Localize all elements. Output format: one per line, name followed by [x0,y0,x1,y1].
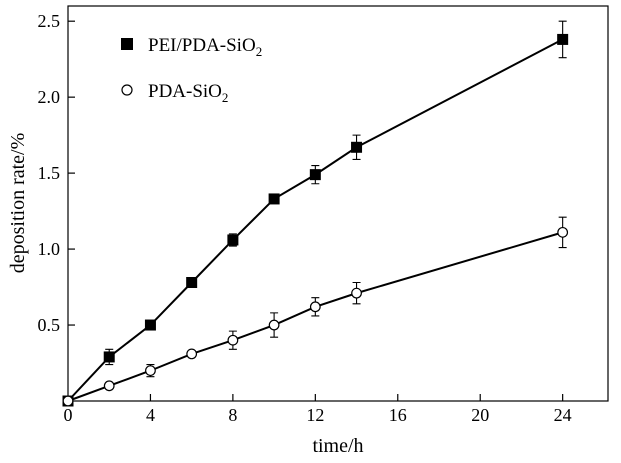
data-point [144,319,156,331]
x-tick-label: 12 [306,405,324,425]
legend-label: PEI/PDA-SiO2 [148,35,262,59]
data-point [557,226,569,238]
x-tick-label: 16 [389,405,407,425]
x-tick-label: 0 [64,405,73,425]
y-tick-label: 2.0 [38,87,61,107]
series-line [67,38,564,402]
data-point [268,193,280,205]
data-point [145,365,156,377]
y-tick-label: 2.5 [38,11,61,31]
y-tick-label: 0.5 [38,315,61,335]
legend-marker [121,38,133,50]
x-tick-label: 4 [146,405,155,425]
data-point [309,301,321,313]
x-axis-ticks: 0 4 8 12 16 20 24 [64,394,572,425]
x-tick-label: 8 [228,405,237,425]
data-point [103,380,115,392]
y-axis-ticks: 0.5 1.0 1.5 2.0 2.5 [38,11,75,335]
series-1 [62,20,569,407]
y-tick-label: 1.0 [38,239,61,259]
x-axis-label: time/h [312,435,363,457]
data-point [186,348,198,360]
y-tick-label: 1.5 [38,163,61,183]
series-layer [62,20,569,407]
x-tick-label: 24 [554,405,572,425]
series-2 [62,216,569,407]
plot-frame [67,5,609,402]
legend-marker [121,84,133,96]
data-point [309,169,321,181]
data-point [103,351,115,363]
data-point [227,234,239,246]
data-point [186,277,198,288]
data-point [557,33,569,45]
legend: PEI/PDA-SiO2 PDA-SiO2 [121,35,262,105]
data-point [351,141,363,153]
data-point [268,319,280,331]
legend-label: PDA-SiO2 [148,81,228,105]
data-point [227,334,239,346]
data-point [62,395,74,407]
x-tick-label: 20 [471,405,489,425]
data-point [351,287,362,299]
series-line [67,231,563,402]
y-axis-label: deposition rate/% [7,133,29,274]
